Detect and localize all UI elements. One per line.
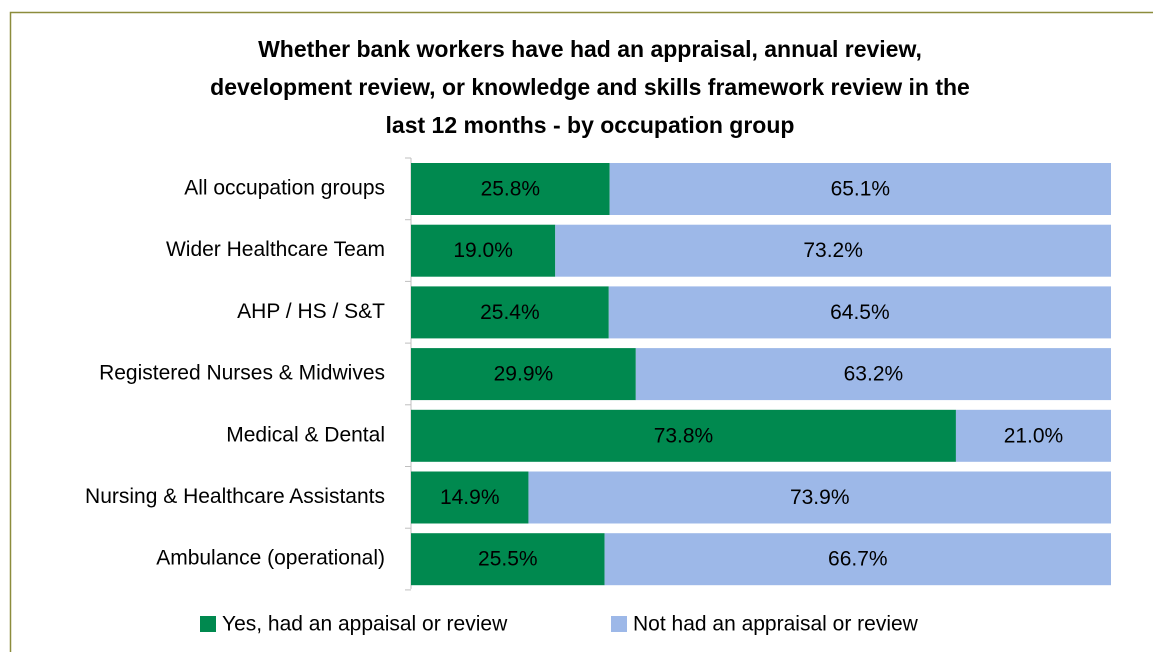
bar-segment	[411, 409, 956, 462]
value-label: 64.5%	[830, 301, 890, 324]
bar-segment	[411, 471, 529, 524]
value-label: 21.0%	[1004, 424, 1064, 447]
value-label: 73.8%	[654, 424, 714, 447]
bar-segment	[411, 286, 609, 339]
bar-segment	[608, 286, 1111, 339]
bar-segment	[411, 348, 636, 401]
value-label: 19.0%	[453, 239, 513, 262]
category-label: Wider Healthcare Team	[166, 238, 385, 261]
chart-title: Whether bank workers have had an apprais…	[258, 36, 922, 62]
value-label: 66.7%	[828, 548, 888, 571]
bar-segment	[609, 163, 1111, 215]
value-label: 73.9%	[790, 486, 850, 509]
bar-segment	[411, 163, 610, 215]
bar-segment	[955, 409, 1111, 462]
value-label: 29.9%	[494, 363, 554, 386]
value-label: 63.2%	[844, 363, 904, 386]
bar-segment	[635, 348, 1111, 401]
bar-segment	[528, 471, 1111, 524]
legend-label: Yes, had an appaisal or review	[222, 613, 508, 636]
value-label: 25.4%	[480, 301, 540, 324]
chart-title: last 12 months - by occupation group	[386, 112, 795, 138]
category-label: Registered Nurses & Midwives	[99, 362, 385, 385]
value-label: 25.8%	[481, 178, 541, 201]
bar-segment	[555, 224, 1111, 277]
value-label: 14.9%	[440, 486, 500, 509]
chart-title: development review, or knowledge and ski…	[210, 74, 970, 100]
bar-segment	[411, 533, 605, 586]
legend-swatch	[200, 616, 216, 632]
category-label: Nursing & Healthcare Assistants	[85, 485, 385, 508]
value-label: 25.5%	[478, 548, 538, 571]
category-label: Ambulance (operational)	[156, 547, 385, 570]
value-label: 73.2%	[803, 239, 863, 262]
category-label: All occupation groups	[184, 177, 385, 200]
category-label: Medical & Dental	[226, 423, 385, 446]
bar-segment	[604, 533, 1111, 586]
category-label: AHP / HS / S&T	[237, 300, 385, 323]
bar-segment	[411, 224, 556, 277]
legend-swatch	[611, 616, 627, 632]
value-label: 65.1%	[831, 178, 891, 201]
legend-label: Not had an appraisal or review	[633, 613, 919, 636]
chart-frame	[9, 11, 1153, 652]
